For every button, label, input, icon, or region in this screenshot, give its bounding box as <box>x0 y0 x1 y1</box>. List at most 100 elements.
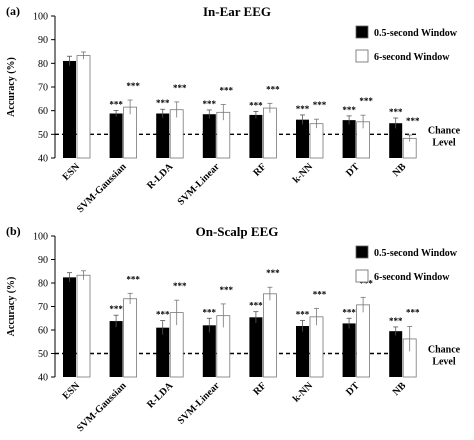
chance-level-label: Chance Level <box>428 125 461 148</box>
bar <box>202 114 216 158</box>
y-tick-label: 40 <box>38 154 48 165</box>
significance-marker: *** <box>220 86 234 96</box>
significance-marker: *** <box>313 100 327 110</box>
significance-marker: *** <box>359 96 373 106</box>
y-tick-label: 70 <box>38 83 48 94</box>
significance-marker: *** <box>126 274 140 284</box>
significance-marker: *** <box>406 116 420 126</box>
legend-swatch <box>355 245 369 259</box>
significance-marker: *** <box>342 105 356 115</box>
y-axis-label: Accuracy (%) <box>6 277 17 337</box>
bar <box>296 326 309 377</box>
category-label: R-LDA <box>145 380 176 411</box>
bar <box>356 304 371 378</box>
bar <box>262 107 277 159</box>
bar <box>156 113 170 158</box>
category-label: SVM-Gaussian <box>75 161 129 215</box>
bar <box>262 293 277 378</box>
bar <box>63 60 76 158</box>
chart-title: In-Ear EEG <box>203 4 271 19</box>
bar <box>123 298 137 378</box>
bar <box>63 277 76 377</box>
y-tick-label: 50 <box>38 130 48 141</box>
category-label: k-NN <box>291 380 316 405</box>
chart-panel: (a) In-Ear EEG 40 50 60 70 80 90 100 Accuracy (%)… <box>6 4 461 215</box>
category-label: k-NN <box>291 161 316 186</box>
y-tick-label: 100 <box>33 12 48 23</box>
y-tick-label: 70 <box>38 302 48 313</box>
category-label: SVM-Gaussian <box>75 380 129 434</box>
chance-level-label: Chance Level <box>428 345 461 368</box>
chart-panel: (b) On-Scalp EEG 40 50 60 70 80 90 100 Accuracy (… <box>6 224 461 434</box>
y-tick-label: 80 <box>38 279 48 290</box>
significance-marker: *** <box>220 285 234 295</box>
bar <box>76 274 91 378</box>
bar <box>202 325 216 377</box>
significance-marker: *** <box>173 281 187 291</box>
legend-label: 0.5-second Window <box>374 28 458 39</box>
panel-label: (b) <box>6 224 21 238</box>
chart-title: On-Scalp EEG <box>196 224 279 239</box>
y-tick-label: 60 <box>38 106 48 117</box>
category-label: ESN <box>61 161 83 183</box>
legend-label: 0.5-second Window <box>374 248 458 259</box>
significance-marker: *** <box>203 307 217 317</box>
significance-marker: *** <box>296 309 310 319</box>
y-tick-label: 90 <box>38 255 48 266</box>
significance-marker: *** <box>156 310 170 320</box>
category-label: SVM-Linear <box>176 380 223 427</box>
category-label: DT <box>344 380 362 398</box>
significance-marker: *** <box>173 83 187 93</box>
y-tick-label: 60 <box>38 326 48 337</box>
significance-marker: *** <box>359 278 373 288</box>
significance-marker: *** <box>249 100 263 110</box>
category-label: RF <box>251 380 268 397</box>
legend-swatch <box>355 269 369 283</box>
bar <box>389 123 403 158</box>
significance-marker: *** <box>389 316 403 326</box>
significance-marker: *** <box>109 304 123 314</box>
legend-swatch <box>355 25 369 39</box>
y-tick-label: 50 <box>38 349 48 360</box>
bar <box>342 323 356 377</box>
significance-marker: *** <box>266 84 280 94</box>
category-label: RF <box>251 161 268 178</box>
significance-marker: *** <box>156 98 170 108</box>
y-tick-label: 90 <box>38 35 48 46</box>
significance-marker: *** <box>109 99 123 109</box>
legend-swatch <box>355 49 369 63</box>
bar <box>109 321 123 377</box>
bar <box>389 331 403 377</box>
y-tick-label: 80 <box>38 59 48 70</box>
y-axis-label: Accuracy (%) <box>6 57 17 117</box>
bar <box>123 106 137 159</box>
bar <box>342 120 356 158</box>
y-tick-label: 100 <box>33 232 48 243</box>
category-label: SVM-Linear <box>176 161 223 208</box>
significance-marker: *** <box>203 99 217 109</box>
bar <box>309 123 324 159</box>
bar <box>156 327 170 377</box>
legend-label: 6-second Window <box>374 52 450 63</box>
category-label: NB <box>391 380 409 398</box>
bar <box>76 55 91 159</box>
category-label: DT <box>344 161 362 179</box>
significance-marker: *** <box>126 81 140 91</box>
significance-marker: *** <box>296 104 310 114</box>
significance-marker: *** <box>266 268 280 278</box>
significance-marker: *** <box>406 307 420 317</box>
bar <box>296 119 309 158</box>
legend-label: 6-second Window <box>374 272 450 283</box>
category-label: ESN <box>61 380 83 402</box>
bar <box>109 113 123 158</box>
category-label: R-LDA <box>145 161 176 192</box>
bar <box>249 317 263 377</box>
bar <box>309 316 324 378</box>
significance-marker: *** <box>389 107 403 117</box>
significance-marker: *** <box>342 307 356 317</box>
panel-label: (a) <box>6 4 20 18</box>
category-label: NB <box>391 161 409 179</box>
y-tick-label: 40 <box>38 373 48 384</box>
bar <box>249 114 263 158</box>
